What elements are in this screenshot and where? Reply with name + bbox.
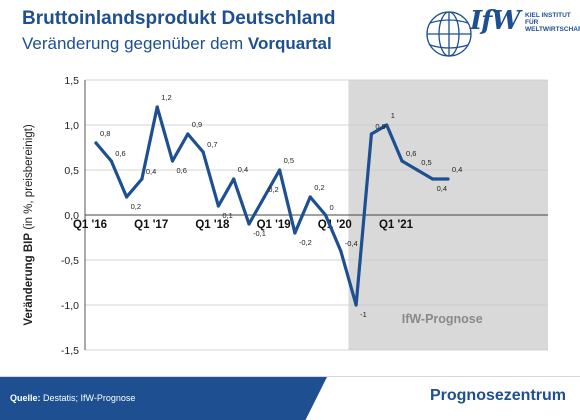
source-label: Quelle: [10, 393, 41, 403]
source-text: Destatis; IfW-Prognose [40, 393, 136, 403]
data-label: 0,4 [238, 165, 248, 174]
data-label: -0,2 [299, 238, 312, 247]
data-label: 0,9 [192, 120, 202, 129]
y-tick-label: 1,0 [64, 120, 79, 132]
data-point [293, 231, 297, 235]
footer: Quelle: Destatis; IfW-Prognose Prognosez… [0, 376, 580, 420]
y-tick-label: -1,0 [61, 300, 79, 312]
data-point [369, 132, 373, 136]
y-axis-title: Veränderung BIP (in %, preisbereinigt) [23, 124, 35, 325]
data-label: 0,4 [146, 167, 156, 176]
data-point [446, 177, 450, 181]
data-point [247, 222, 251, 226]
data-point [385, 123, 389, 127]
data-label: 0,5 [284, 156, 294, 165]
y-tick-label: -1,5 [61, 345, 79, 357]
data-point [125, 195, 129, 199]
ifw-logo: IfW KIEL INSTITUT FÜR WELTWIRTSCHAFT [420, 2, 580, 60]
data-label: 0 [330, 203, 334, 212]
subtitle-emphasis: Vorquartal [247, 34, 332, 53]
subtitle-text: Veränderung gegenüber dem [22, 34, 248, 53]
data-label: 0,5 [421, 158, 431, 167]
x-tick-label: Q1 '16 [73, 219, 107, 231]
x-tick-label: Q1 '21 [379, 219, 414, 231]
data-point [186, 132, 190, 136]
data-label: 0,7 [207, 140, 217, 149]
logo-line-2: WELTWIRTSCHAFT [525, 26, 580, 33]
data-label: 0,6 [406, 149, 416, 158]
data-label: 0,6 [177, 166, 187, 175]
data-label: 0,9 [375, 122, 385, 131]
data-point [415, 168, 419, 172]
data-point [140, 177, 144, 181]
data-point [201, 150, 205, 154]
x-tick-label: Q1 '20 [318, 219, 352, 231]
logo-institute-name: KIEL INSTITUT FÜR WELTWIRTSCHAFT [525, 12, 580, 33]
data-point [109, 159, 113, 163]
data-label: -0,1 [253, 229, 266, 238]
data-label: -0,4 [345, 239, 358, 248]
logo-line-1: KIEL INSTITUT FÜR [525, 12, 571, 26]
prognosezentrum-label: Prognosezentrum [429, 387, 566, 404]
data-point [431, 177, 435, 181]
forecast-label: IfW-Prognose [402, 312, 483, 326]
chart-title: Bruttoinlandsprodukt Deutschland [22, 8, 336, 29]
data-label: 1,2 [161, 93, 171, 102]
data-point [400, 159, 404, 163]
source-note: Quelle: Destatis; IfW-Prognose [10, 393, 135, 403]
data-label: 0,4 [452, 165, 462, 174]
logo-wordmark: IfW [470, 6, 521, 36]
data-point [232, 177, 236, 181]
data-point [278, 168, 282, 172]
x-tick-label: Q1 '18 [195, 219, 230, 231]
chart-subtitle: Veränderung gegenüber dem Vorquartal [22, 34, 332, 54]
gdp-line-chart: 1,5 1,0 0,5 0,0 -0,5 -1,0 -1,5 Veränderung BIP … [23, 75, 548, 357]
x-tick-label: Q1 '17 [134, 219, 168, 231]
y-tick-label: 1,5 [64, 75, 79, 87]
data-label: -1 [360, 310, 367, 319]
data-point [155, 105, 159, 109]
data-point [323, 213, 328, 217]
x-tick-label: Q1 '19 [257, 219, 291, 231]
data-point [339, 249, 343, 253]
y-tick-label: 0,0 [64, 210, 79, 222]
data-point [216, 204, 220, 208]
data-label: 0,2 [268, 185, 278, 194]
data-point [308, 195, 312, 199]
data-label: 0,1 [222, 211, 232, 220]
data-label: 0,8 [100, 129, 110, 138]
globe-icon [426, 11, 472, 57]
series-line [94, 105, 450, 307]
data-point [262, 195, 266, 199]
data-point [354, 303, 358, 307]
y-tick-label: -0,5 [61, 255, 79, 267]
y-tick-label: 0,5 [64, 165, 79, 177]
data-label: 1 [391, 111, 395, 120]
data-label: 0,2 [314, 183, 324, 192]
footer-source-band: Quelle: Destatis; IfW-Prognose [0, 377, 327, 420]
data-point [94, 141, 98, 145]
data-label: 0,2 [131, 202, 141, 211]
data-label: 0,6 [115, 149, 125, 158]
data-label: 0,4 [437, 184, 447, 193]
data-point [170, 159, 175, 163]
